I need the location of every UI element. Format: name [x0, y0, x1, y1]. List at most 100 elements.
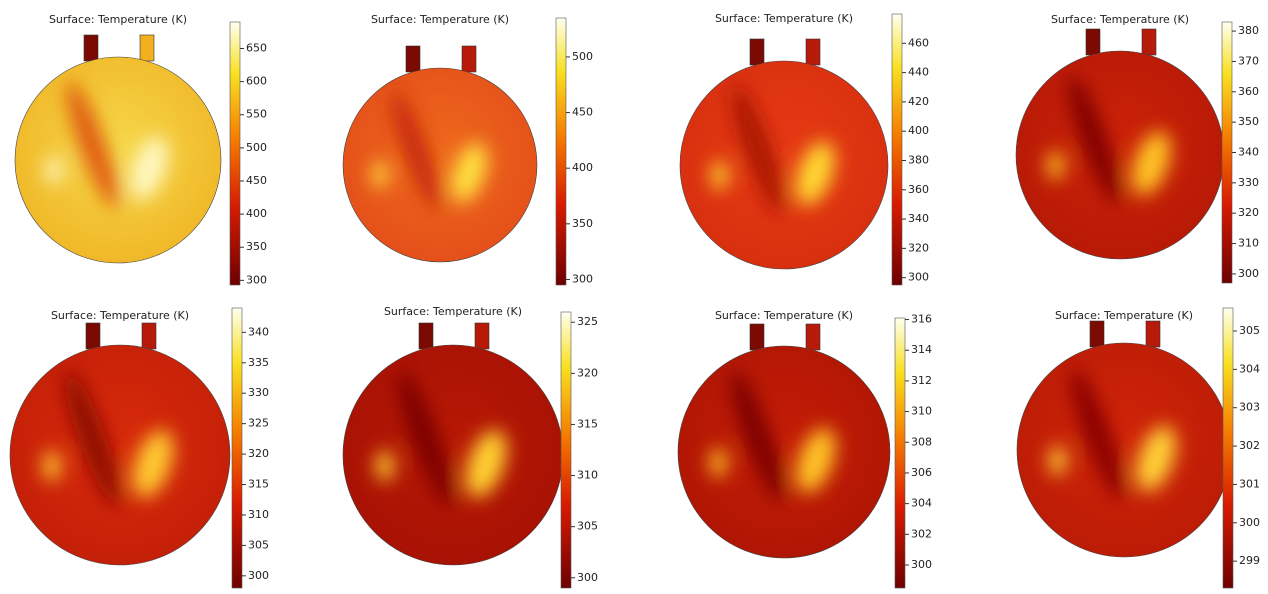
- inlet-pipe: [1089, 320, 1105, 348]
- outlet-pipe: [805, 38, 821, 66]
- colorbar: [229, 21, 241, 286]
- vessel-disk: [342, 344, 564, 566]
- panel: Surface: Temperature (K) 299 300 301 302 303 3…: [1016, 307, 1260, 589]
- colorbar-tick-label: 460: [908, 36, 929, 49]
- colorbar-tick-label: 320: [577, 366, 598, 379]
- panel: Surface: Temperature (K) 300 350 400 450 500 5…: [14, 13, 267, 286]
- colorbar-tick-label: 310: [1238, 237, 1259, 250]
- colorbar-tick-label: 306: [911, 466, 932, 479]
- temperature-field: [1049, 368, 1176, 500]
- hot-spot: [796, 428, 836, 493]
- hot-spot: [376, 450, 394, 482]
- panel-title: Surface: Temperature (K): [371, 13, 509, 26]
- field-blur: [45, 81, 169, 208]
- hot-spot: [132, 430, 174, 498]
- panel-title: Surface: Temperature (K): [1051, 13, 1189, 26]
- colorbar: [1221, 21, 1233, 284]
- temperature-field: [372, 91, 488, 210]
- hot-spot: [43, 450, 61, 482]
- colorbar-tick-label: 312: [911, 374, 932, 387]
- inlet-pipe: [85, 322, 101, 350]
- colorbar-tick-label: 360: [908, 183, 929, 196]
- colorbar: [560, 311, 572, 589]
- colorbar-tick-label: 380: [1238, 24, 1259, 37]
- panel-title: Surface: Temperature (K): [51, 309, 189, 322]
- inlet-pipe: [749, 38, 765, 66]
- colorbar-tick-label: 300: [577, 571, 598, 584]
- inlet-pipe: [1085, 28, 1101, 56]
- hot-spot: [372, 161, 388, 189]
- panel: Surface: Temperature (K) 300 320 340 360 380 4…: [679, 12, 929, 286]
- field-blur: [711, 85, 835, 214]
- vessel-disk: [1015, 50, 1225, 260]
- colorbar-tick-label: 325: [577, 315, 598, 328]
- colorbar-tick-label: 340: [248, 325, 269, 338]
- vessel-disk: [1016, 342, 1232, 558]
- colorbar-tick-label: 330: [248, 386, 269, 399]
- outlet-pipe: [1145, 320, 1161, 348]
- colorbar-tick-label: 500: [572, 50, 593, 63]
- colorbar-tick-label: 308: [911, 435, 932, 448]
- colorbar: [891, 13, 903, 286]
- panel-title: Surface: Temperature (K): [1055, 309, 1193, 322]
- colorbar-tick-label: 320: [908, 241, 929, 254]
- outlet-pipe: [1141, 28, 1157, 56]
- colorbar-tick-label: 302: [911, 527, 932, 540]
- panel-title: Surface: Temperature (K): [715, 309, 853, 322]
- field-blur: [1047, 75, 1171, 204]
- hot-spot: [709, 447, 727, 478]
- panel-title: Surface: Temperature (K): [384, 305, 522, 318]
- colorbar-tick-label: 302: [1239, 439, 1260, 452]
- hot-spot: [795, 141, 835, 206]
- vessel-disk: [9, 344, 231, 566]
- colorbar-tick-label: 303: [1239, 401, 1260, 414]
- colorbar: [231, 307, 243, 589]
- outlet-pipe: [139, 34, 155, 62]
- inlet-pipe: [418, 322, 434, 350]
- colorbar-tick-label: 300: [246, 273, 267, 286]
- colorbar-tick-label: 335: [248, 356, 269, 369]
- hot-spot: [1049, 445, 1067, 476]
- temperature-field: [709, 371, 836, 501]
- hot-spot: [451, 143, 488, 203]
- colorbar-tick-label: 299: [1239, 554, 1260, 567]
- vessel-disk: [342, 67, 538, 263]
- panel: Surface: Temperature (K) 300 302 304 306 308 3…: [677, 309, 932, 589]
- colorbar-tick-label: 310: [911, 405, 932, 418]
- colorbar-tick-label: 315: [577, 417, 598, 430]
- colorbar-tick-label: 500: [246, 141, 267, 154]
- panel: Surface: Temperature (K) 300 305 310 315 320 3…: [9, 307, 269, 589]
- colorbar-tick-label: 350: [572, 217, 593, 230]
- colorbar-tick-label: 305: [577, 520, 598, 533]
- outlet-pipe: [474, 322, 490, 350]
- colorbar-tick-label: 310: [577, 469, 598, 482]
- temperature-field: [1047, 75, 1171, 204]
- panel: Surface: Temperature (K) 300 305 310 315 320 3…: [342, 305, 598, 589]
- outlet-pipe: [141, 322, 157, 350]
- colorbar-tick-label: 310: [248, 508, 269, 521]
- colorbar-tick-label: 315: [248, 478, 269, 491]
- colorbar-tick-label: 420: [908, 95, 929, 108]
- colorbar-tick-label: 304: [1239, 362, 1260, 375]
- colorbar-tick-label: 314: [911, 343, 932, 356]
- colorbar-tick-label: 320: [248, 447, 269, 460]
- colorbar-tick-label: 300: [911, 558, 932, 571]
- colorbar-tick-label: 550: [246, 108, 267, 121]
- colorbar-tick-label: 340: [1238, 146, 1259, 159]
- inlet-pipe: [83, 34, 99, 62]
- field-blur: [372, 91, 488, 210]
- colorbar-tick-label: 350: [246, 240, 267, 253]
- cold-band: [732, 85, 784, 214]
- cold-band: [391, 91, 440, 210]
- colorbar-tick-label: 300: [572, 272, 593, 285]
- outlet-pipe: [805, 323, 821, 351]
- colorbar: [555, 17, 567, 286]
- inlet-pipe: [405, 45, 421, 73]
- hot-spot: [465, 430, 507, 498]
- colorbar-tick-label: 450: [572, 106, 593, 119]
- vessel-disk: [677, 345, 891, 559]
- colorbar-tick-label: 400: [908, 124, 929, 137]
- field-blur: [43, 371, 174, 506]
